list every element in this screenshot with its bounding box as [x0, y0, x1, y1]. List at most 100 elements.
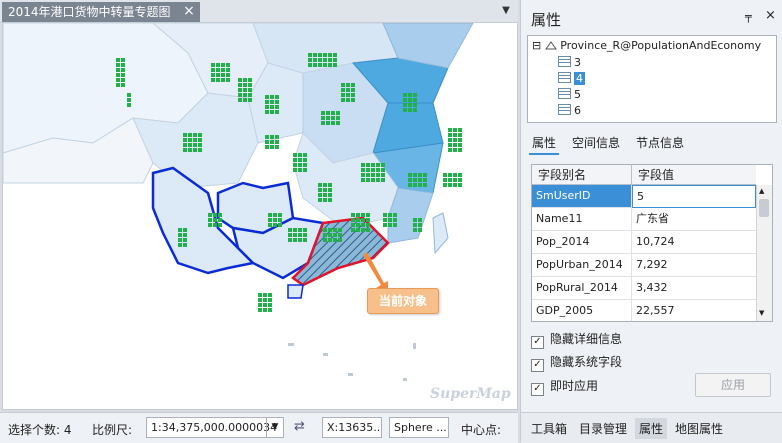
- vertical-scrollbar[interactable]: ▲ ▼: [756, 185, 772, 321]
- coordinate-x-field[interactable]: X:13635...: [322, 417, 382, 438]
- symbol-cell: [116, 83, 120, 87]
- symbol-cell: [116, 58, 120, 62]
- column-header-value[interactable]: 字段值: [632, 165, 756, 185]
- province-shandong[interactable]: [351, 57, 449, 104]
- tree-item[interactable]: 3: [558, 56, 581, 69]
- symbol-cell: [393, 213, 397, 217]
- grid-value-cell[interactable]: 广东省: [632, 208, 756, 231]
- symbol-cell: [121, 83, 125, 87]
- attribute-grid[interactable]: 字段别名 字段值 SmUserID 5 Name11 广东省 Pop_2014 10,72…: [531, 164, 773, 322]
- symbol-cell: [458, 183, 462, 187]
- symbol-cell: [453, 128, 457, 132]
- hide-system-fields-checkbox[interactable]: ✓ 隐藏系统字段: [531, 353, 622, 372]
- tab-map-properties[interactable]: 地图属性: [675, 422, 724, 436]
- pin-icon[interactable]: ╤: [745, 10, 752, 23]
- center-point-label: 中心点:: [461, 423, 502, 437]
- symbol-cell: [448, 143, 452, 147]
- symbol-cell: [298, 153, 302, 157]
- symbol-cell: [326, 121, 330, 125]
- region-dataset-icon: [544, 41, 557, 50]
- symbol-cell: [458, 128, 462, 132]
- apply-button[interactable]: 应用: [695, 373, 771, 397]
- symbol-cell: [341, 98, 345, 102]
- hide-details-checkbox[interactable]: ✓ 隐藏详细信息: [531, 330, 622, 349]
- grid-value-cell[interactable]: 10,724: [632, 231, 756, 254]
- close-icon[interactable]: ×: [765, 8, 776, 23]
- scroll-up-icon[interactable]: ▲: [759, 187, 765, 195]
- chevron-down-icon[interactable]: ▼: [266, 418, 283, 437]
- projection-button[interactable]: Sphere ...: [389, 417, 449, 438]
- supermap-watermark: SuperMap: [430, 386, 511, 402]
- map-canvas[interactable]: [2, 22, 518, 410]
- symbol-cell: [275, 145, 279, 149]
- symbol-cell: [423, 173, 427, 177]
- symbol-cell: [268, 223, 272, 227]
- symbol-cell: [328, 228, 332, 232]
- close-icon[interactable]: ×: [183, 3, 195, 19]
- grid-value-cell[interactable]: 3,432: [632, 277, 756, 300]
- symbol-cell: [388, 218, 392, 222]
- symbol-cell: [338, 238, 342, 242]
- symbol-cell: [336, 121, 340, 125]
- checkbox-icon[interactable]: ✓: [531, 336, 544, 349]
- swap-icon[interactable]: ⇄: [294, 419, 305, 434]
- symbol-cell: [208, 218, 212, 222]
- map-document-tab[interactable]: 2014年港口货物中转量专题图: [2, 2, 200, 22]
- grid-field-cell[interactable]: PopRural_2014: [532, 277, 632, 300]
- symbol-cell: [381, 178, 385, 182]
- grid-field-cell[interactable]: PopUrban_2014: [532, 254, 632, 277]
- dataset-tree[interactable]: ⊟ Province_R@PopulationAndEconomy 3 4 5 …: [527, 35, 777, 123]
- symbol-cell: [116, 68, 120, 72]
- grid-value-cell[interactable]: 5: [632, 185, 756, 208]
- symbol-cell: [393, 223, 397, 227]
- symbol-cell: [333, 58, 337, 62]
- symbol-cell: [333, 228, 337, 232]
- symbol-cell: [453, 138, 457, 142]
- checkbox-icon[interactable]: ✓: [531, 383, 544, 396]
- map-svg[interactable]: [3, 23, 517, 409]
- symbol-cell: [328, 183, 332, 187]
- scroll-down-icon[interactable]: ▼: [759, 309, 765, 317]
- symbol-cell: [333, 63, 337, 67]
- scale-combobox[interactable]: 1:34,375,000.0000034 ▼: [146, 417, 284, 438]
- tree-item[interactable]: 6: [558, 104, 581, 117]
- checkbox-icon[interactable]: ✓: [531, 359, 544, 372]
- callout-arrow: [363, 252, 388, 297]
- tab-catalog[interactable]: 目录管理: [579, 422, 628, 436]
- symbol-cell: [448, 133, 452, 137]
- symbol-cell: [356, 213, 360, 217]
- chevron-down-icon[interactable]: ▼: [502, 5, 510, 16]
- symbol-cell: [178, 233, 182, 237]
- column-header-field[interactable]: 字段别名: [532, 165, 632, 185]
- symbol-cell: [265, 135, 269, 139]
- symbol-cell: [318, 183, 322, 187]
- grid-value-cell[interactable]: 7,292: [632, 254, 756, 277]
- symbol-cell: [226, 78, 230, 82]
- symbol-cell: [238, 98, 242, 102]
- symbol-cell: [408, 93, 412, 97]
- province-guangdong[interactable]: [291, 216, 390, 287]
- grid-field-cell[interactable]: GDP_2005: [532, 300, 632, 321]
- province-hainan[interactable]: [287, 284, 304, 299]
- symbol-cell: [183, 228, 187, 232]
- tab-attributes[interactable]: 属性: [529, 132, 560, 155]
- grid-field-cell[interactable]: Pop_2014: [532, 231, 632, 254]
- grid-field-cell[interactable]: SmUserID: [532, 185, 632, 208]
- tab-properties[interactable]: 属性: [635, 418, 668, 439]
- grid-value-cell[interactable]: 22,557: [632, 300, 756, 321]
- tab-toolbox[interactable]: 工具箱: [531, 422, 568, 436]
- instant-apply-checkbox[interactable]: ✓ 即时应用: [531, 377, 598, 396]
- grid-field-cell[interactable]: Name11: [532, 208, 632, 231]
- symbol-cell: [198, 143, 202, 147]
- collapse-icon[interactable]: ⊟: [532, 39, 542, 52]
- tree-root[interactable]: ⊟ Province_R@PopulationAndEconomy: [532, 39, 761, 52]
- scrollbar-thumb[interactable]: [759, 199, 769, 217]
- tab-spatial-info[interactable]: 空间信息: [572, 136, 621, 150]
- tab-node-info[interactable]: 节点信息: [636, 136, 685, 150]
- tree-item[interactable]: 5: [558, 88, 581, 101]
- symbol-cell: [321, 116, 325, 120]
- symbol-cell: [341, 93, 345, 97]
- symbol-cell: [313, 53, 317, 57]
- province-liaoning[interactable]: [382, 23, 474, 69]
- tree-item-selected[interactable]: 4: [558, 72, 585, 85]
